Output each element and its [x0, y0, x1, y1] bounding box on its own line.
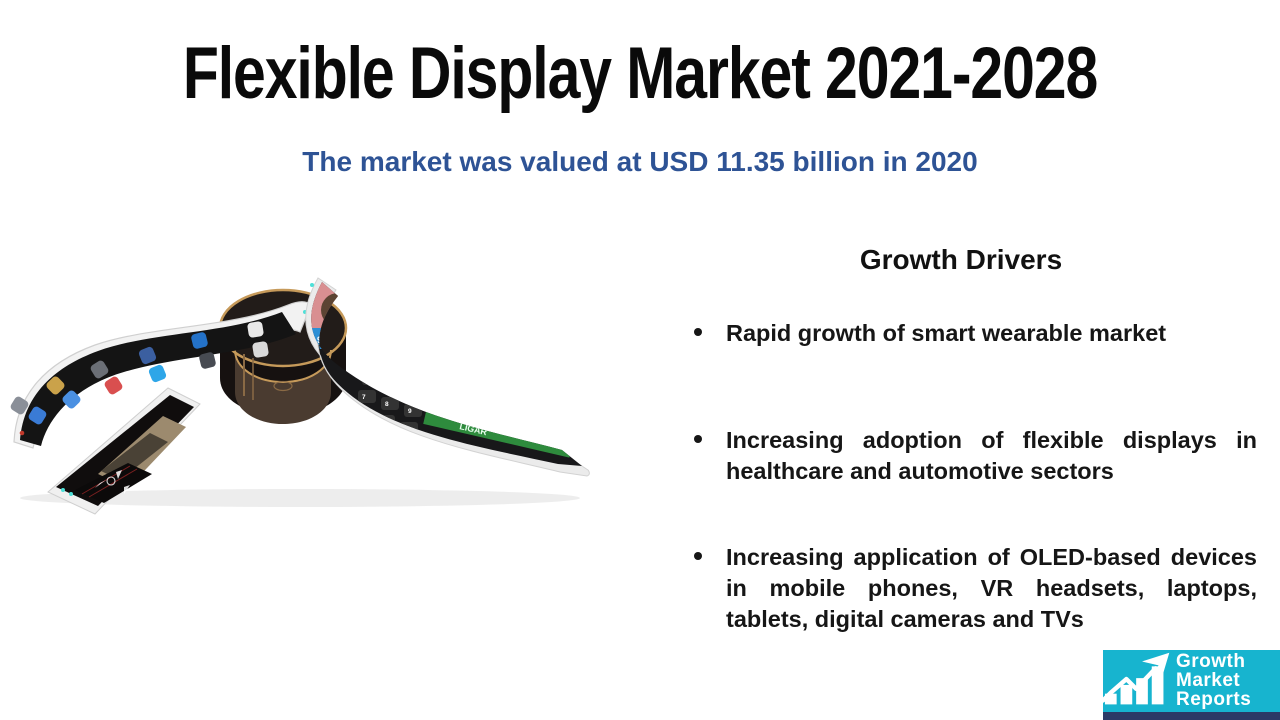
- svg-text:5: 5: [389, 383, 393, 390]
- svg-text:*: *: [359, 412, 362, 419]
- svg-text:4: 4: [366, 376, 370, 383]
- svg-text:1: 1: [371, 358, 375, 365]
- svg-text:7: 7: [362, 394, 366, 401]
- svg-text:3: 3: [417, 372, 421, 379]
- svg-text:9: 9: [408, 408, 412, 415]
- svg-text:6: 6: [412, 390, 416, 397]
- svg-text:2: 2: [394, 365, 398, 372]
- svg-text:8: 8: [385, 401, 389, 408]
